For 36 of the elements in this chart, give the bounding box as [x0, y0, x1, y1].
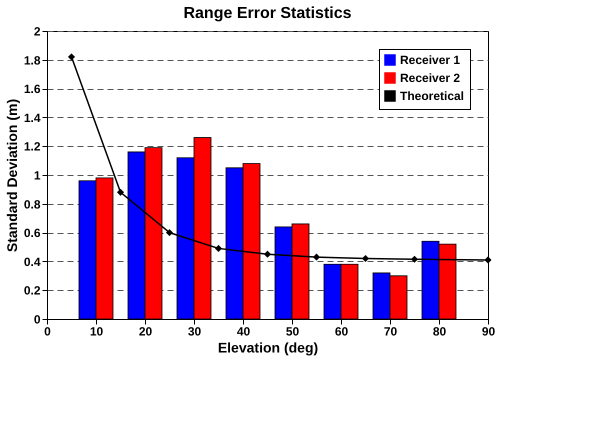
x-tick-label: 10 — [90, 324, 104, 338]
point — [68, 53, 76, 60]
point — [264, 250, 272, 258]
point — [484, 256, 492, 264]
chart-title: Range Error Statistics — [183, 5, 352, 22]
point — [362, 254, 370, 262]
x-tick-label: 70 — [384, 324, 398, 338]
y-tick-label: 0 — [34, 312, 41, 326]
point — [116, 188, 124, 196]
y-tick-label: 0.6 — [24, 226, 41, 240]
x-tick-label: 40 — [236, 324, 250, 338]
x-tick-label: 90 — [482, 324, 496, 338]
point — [166, 229, 174, 236]
y-tick-label: 0.8 — [24, 197, 41, 212]
y-tick-label: 1.2 — [24, 140, 41, 154]
y-tick-label: 1.6 — [24, 82, 41, 96]
point — [312, 254, 320, 261]
y-axis-title: Standard Deviation (m) — [4, 98, 20, 252]
y-tick-label: 1.4 — [24, 110, 41, 125]
point — [410, 256, 418, 263]
y-tick-label: 0.4 — [24, 254, 41, 269]
legend-label: Theoretical — [400, 89, 464, 103]
legend-label: Receiver 2 — [400, 71, 460, 85]
point — [214, 244, 222, 252]
x-tick-label: 80 — [432, 324, 446, 338]
x-axis-title: Elevation (deg) — [218, 340, 318, 356]
x-tick-label: 0 — [44, 324, 52, 338]
y-tick-label: 1 — [34, 168, 41, 182]
x-tick-label: 60 — [334, 324, 348, 338]
y-tick-label: 1.8 — [24, 53, 41, 68]
y-tick-label: 2 — [34, 24, 41, 38]
x-tick-label: 50 — [286, 324, 300, 338]
x-tick-label: 20 — [138, 324, 152, 338]
y-tick-label: 0.2 — [24, 284, 41, 298]
x-tick-label: 30 — [188, 324, 202, 338]
legend-label: Receiver 1 — [400, 53, 460, 67]
